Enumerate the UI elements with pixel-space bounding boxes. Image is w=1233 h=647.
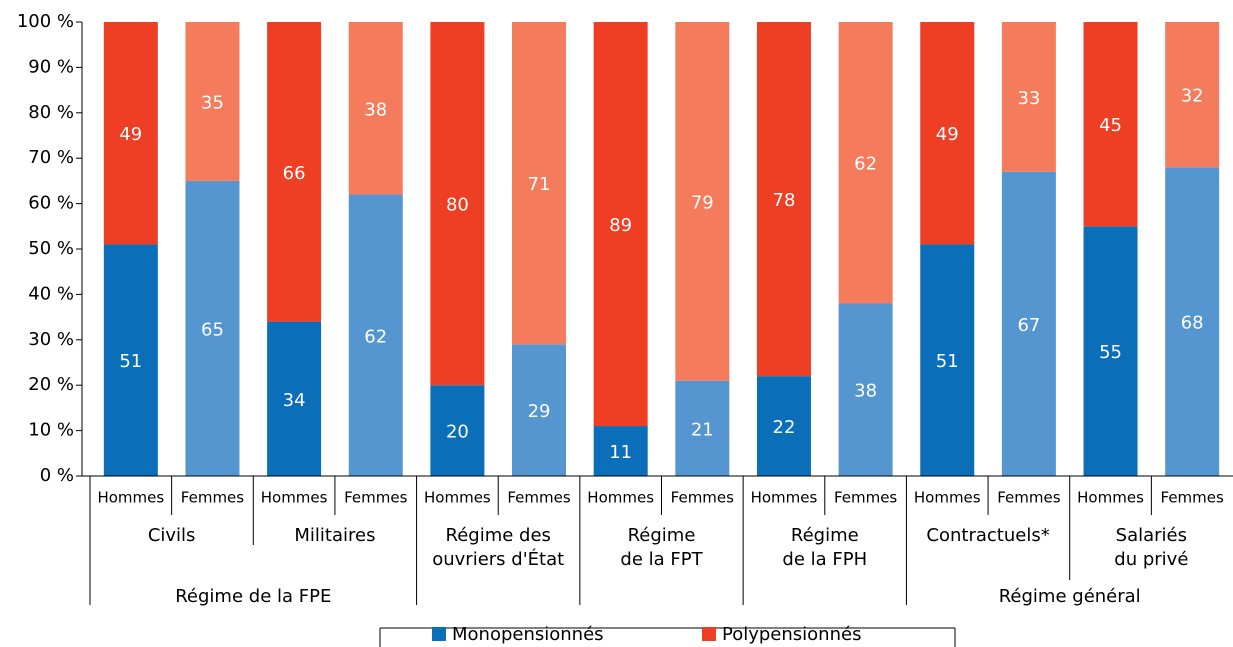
- bar-segment: [1083, 226, 1138, 476]
- x-tick-label: Hommes: [97, 489, 164, 507]
- y-tick-label: 50 %: [28, 238, 74, 259]
- data-label: 51: [936, 351, 959, 372]
- x-tick-label: Hommes: [751, 489, 818, 507]
- data-label: 80: [446, 195, 469, 216]
- group-label: Régime de la FPT: [620, 525, 703, 570]
- data-label: 35: [201, 92, 224, 113]
- supergroup-label: Régime général: [999, 586, 1141, 607]
- bar-segment: [430, 385, 485, 476]
- bar-segment: [1001, 171, 1056, 476]
- data-label: 21: [691, 419, 714, 440]
- data-label: 38: [364, 99, 387, 120]
- data-label: 49: [936, 124, 959, 145]
- y-tick-label: 100 %: [17, 11, 74, 32]
- data-label: 71: [528, 174, 551, 195]
- bar-segment: [593, 426, 648, 476]
- data-label: 78: [773, 190, 796, 211]
- bar-segment: [838, 22, 893, 304]
- data-label: 51: [119, 351, 142, 372]
- x-tick-label: Hommes: [1077, 489, 1144, 507]
- data-label: 65: [201, 319, 224, 340]
- bar-segment: [1083, 22, 1138, 227]
- data-label: 55: [1099, 342, 1122, 363]
- legend-label: Polypensionnés: [722, 624, 861, 645]
- data-label: 32: [1181, 86, 1204, 107]
- bar-segment: [920, 22, 975, 245]
- y-tick-label: 10 %: [28, 420, 74, 441]
- bar-segment: [430, 22, 485, 386]
- y-tick-label: 0 %: [40, 465, 74, 486]
- bar-segment: [920, 244, 975, 476]
- data-label: 62: [854, 154, 877, 175]
- legend-swatch: [432, 627, 446, 641]
- group-label: Salariés du privé: [1114, 525, 1188, 570]
- group-label: Régime de la FPH: [782, 525, 867, 570]
- data-label: 34: [283, 390, 306, 411]
- y-tick-label: 40 %: [28, 283, 74, 304]
- data-label: 79: [691, 192, 714, 213]
- bar-segment: [267, 22, 322, 322]
- x-tick-label: Hommes: [261, 489, 328, 507]
- group-label: Régime des ouvriers d'État: [432, 525, 564, 570]
- legend-label: Monopensionnés: [452, 624, 604, 645]
- x-tick-label: Femmes: [507, 489, 570, 507]
- bar-segment: [593, 22, 648, 427]
- group-label: Civils: [148, 525, 196, 546]
- x-tick-label: Femmes: [671, 489, 734, 507]
- data-label: 11: [609, 442, 632, 463]
- y-tick-label: 20 %: [28, 374, 74, 395]
- x-tick-label: Hommes: [424, 489, 491, 507]
- x-tick-label: Femmes: [344, 489, 407, 507]
- bar-segment: [756, 376, 811, 476]
- data-label: 68: [1181, 313, 1204, 334]
- data-label: 89: [609, 215, 632, 236]
- y-tick-label: 70 %: [28, 147, 74, 168]
- data-label: 22: [773, 417, 796, 438]
- data-label: 66: [283, 163, 306, 184]
- bar-segment: [1165, 22, 1220, 168]
- data-label: 45: [1099, 115, 1122, 136]
- bar-segment: [103, 22, 158, 245]
- bar-segment: [512, 344, 567, 476]
- data-label: 49: [119, 124, 142, 145]
- data-label: 62: [364, 326, 387, 347]
- x-tick-label: Femmes: [997, 489, 1060, 507]
- y-tick-label: 60 %: [28, 193, 74, 214]
- group-label: Militaires: [294, 525, 375, 546]
- data-label: 20: [446, 422, 469, 443]
- bar-segment: [675, 380, 730, 476]
- bar-segment: [1001, 22, 1056, 172]
- bar-segment: [1165, 167, 1220, 476]
- y-tick-label: 90 %: [28, 56, 74, 77]
- data-label: 33: [1017, 88, 1040, 109]
- bar-segment: [267, 321, 322, 476]
- bar-segment: [512, 22, 567, 345]
- x-tick-label: Femmes: [181, 489, 244, 507]
- x-tick-label: Femmes: [1161, 489, 1224, 507]
- bar-segment: [756, 22, 811, 377]
- bar-segment: [185, 22, 240, 181]
- x-tick-label: Hommes: [587, 489, 654, 507]
- bar-segment: [838, 303, 893, 476]
- data-label: 67: [1017, 315, 1040, 336]
- y-tick-label: 30 %: [28, 329, 74, 350]
- bar-segment: [348, 22, 403, 195]
- bar-segment: [348, 194, 403, 476]
- data-label: 29: [528, 401, 551, 422]
- bar-segment: [675, 22, 730, 381]
- x-tick-label: Hommes: [914, 489, 981, 507]
- data-label: 38: [854, 381, 877, 402]
- group-label: Contractuels*: [926, 525, 1049, 546]
- legend-swatch: [702, 627, 716, 641]
- bar-segment: [185, 180, 240, 476]
- bar-segment: [103, 244, 158, 476]
- supergroup-label: Régime de la FPE: [175, 586, 331, 607]
- y-tick-label: 80 %: [28, 102, 74, 123]
- x-tick-label: Femmes: [834, 489, 897, 507]
